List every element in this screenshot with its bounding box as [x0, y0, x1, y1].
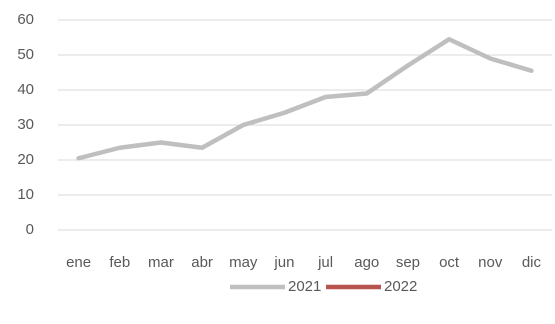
y-tick-label: 60 — [17, 11, 34, 28]
y-tick-label: 20 — [17, 151, 34, 168]
y-tick-label: 10 — [17, 186, 34, 203]
x-tick-label: nov — [478, 254, 503, 271]
legend-label: 2021 — [288, 278, 321, 295]
x-tick-label: jun — [273, 254, 294, 271]
x-tick-label: sep — [396, 254, 420, 271]
x-tick-label: ene — [66, 254, 91, 271]
x-tick-label: mar — [148, 254, 174, 271]
y-tick-label: 40 — [17, 81, 34, 98]
legend-label: 2022 — [384, 278, 417, 295]
x-tick-label: oct — [439, 254, 460, 271]
series-line — [76, 37, 534, 161]
x-tick-label: feb — [109, 254, 130, 271]
x-tick-label: abr — [191, 254, 213, 271]
y-tick-label: 50 — [17, 46, 34, 63]
y-tick-label: 30 — [17, 116, 34, 133]
x-tick-label: jul — [317, 254, 333, 271]
y-tick-label: 0 — [26, 221, 34, 238]
x-tick-label: dic — [522, 254, 542, 271]
x-tick-label: ago — [354, 254, 379, 271]
x-tick-label: may — [229, 254, 258, 271]
